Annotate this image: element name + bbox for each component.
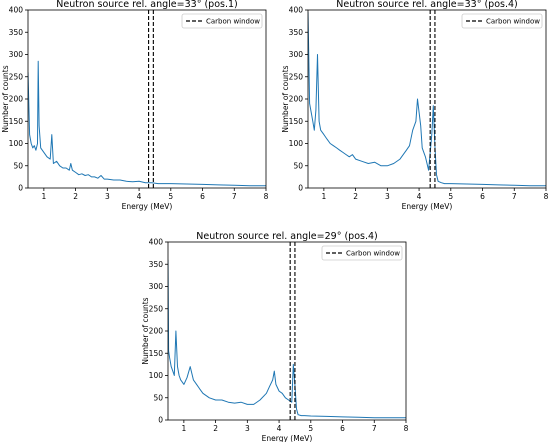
- y-tick-label: 200: [289, 95, 304, 104]
- y-tick-label: 100: [149, 371, 164, 380]
- y-tick-label: 350: [149, 260, 164, 269]
- legend: Carbon window: [461, 13, 543, 29]
- x-tick-label: 1: [321, 192, 326, 201]
- x-tick-label: 1: [41, 192, 46, 201]
- x-tick-label: 6: [480, 192, 485, 201]
- y-tick-label: 0: [158, 416, 163, 425]
- chart-2: Neutron source rel. angle=33° (pos.4) 1 2 3…: [281, 0, 549, 211]
- x-tick-label: 2: [213, 424, 218, 433]
- x-tick-label: 3: [245, 424, 250, 433]
- x-tick-label: 4: [277, 424, 282, 433]
- plot-frame: [307, 9, 547, 189]
- y-tick-label: 150: [289, 117, 304, 126]
- legend-label: Carbon window: [206, 18, 260, 26]
- y-axis-label: Number of counts: [281, 65, 290, 132]
- y-tick-label: 100: [9, 139, 24, 148]
- y-tick-label: 350: [9, 28, 24, 37]
- x-tick-label: 4: [137, 192, 142, 201]
- x-tick-label: 6: [200, 192, 205, 201]
- x-tick-label: 4: [417, 192, 422, 201]
- y-tick-label: 50: [13, 161, 23, 170]
- legend-box: [461, 13, 543, 29]
- x-tick-label: 7: [512, 192, 517, 201]
- x-axis-label: Energy (MeV): [402, 202, 453, 211]
- plot-frame: [27, 9, 267, 189]
- y-tick-label: 350: [289, 28, 304, 37]
- y-tick-label: 250: [289, 72, 304, 81]
- legend: Carbon window: [321, 245, 403, 261]
- chart-1: Neutron source rel. angle=33° (pos.1) 1 2 3…: [1, 0, 269, 211]
- x-tick-label: 3: [105, 192, 110, 201]
- legend-label: Carbon window: [486, 18, 540, 26]
- y-tick-label: 0: [298, 184, 303, 193]
- y-tick-label: 300: [9, 50, 24, 59]
- y-tick-label: 400: [289, 6, 304, 15]
- x-tick-label: 8: [264, 192, 269, 201]
- x-tick-label: 8: [404, 424, 409, 433]
- y-tick-label: 250: [149, 304, 164, 313]
- x-axis-label: Energy (MeV): [122, 202, 173, 211]
- legend-label: Carbon window: [346, 250, 400, 258]
- y-tick-label: 200: [149, 327, 164, 336]
- y-axis-label: Number of counts: [141, 297, 150, 364]
- x-axis-label: Energy (MeV): [262, 434, 313, 442]
- y-tick-label: 200: [9, 95, 24, 104]
- x-tick-label: 8: [544, 192, 549, 201]
- y-tick-label: 400: [9, 6, 24, 15]
- chart-title: Neutron source rel. angle=29° (pos.4): [196, 231, 377, 242]
- y-axis-label: Number of counts: [1, 65, 10, 132]
- y-tick-label: 300: [149, 282, 164, 291]
- series-line: [308, 12, 546, 187]
- legend-box: [181, 13, 263, 29]
- x-tick-label: 5: [168, 192, 173, 201]
- x-tick-label: 2: [353, 192, 358, 201]
- x-tick-label: 1: [181, 424, 186, 433]
- y-tick-label: 0: [18, 184, 23, 193]
- chart-title: Neutron source rel. angle=33° (pos.1): [56, 0, 237, 10]
- y-tick-label: 150: [9, 117, 24, 126]
- series-line: [28, 60, 266, 187]
- chart-title: Neutron source rel. angle=33° (pos.4): [336, 0, 517, 10]
- y-tick-label: 150: [149, 349, 164, 358]
- series-line: [168, 259, 406, 419]
- chart-3: Neutron source rel. angle=29° (pos.4) 1 2 3…: [141, 231, 409, 442]
- legend-box: [321, 245, 403, 261]
- legend: Carbon window: [181, 13, 263, 29]
- x-tick-label: 2: [73, 192, 78, 201]
- x-tick-label: 5: [308, 424, 313, 433]
- y-tick-label: 50: [153, 393, 163, 402]
- x-tick-label: 7: [232, 192, 237, 201]
- x-tick-label: 5: [448, 192, 453, 201]
- x-tick-label: 3: [385, 192, 390, 201]
- y-tick-label: 100: [289, 139, 304, 148]
- y-tick-label: 250: [9, 72, 24, 81]
- y-tick-label: 300: [289, 50, 304, 59]
- x-tick-label: 7: [372, 424, 377, 433]
- x-tick-label: 6: [340, 424, 345, 433]
- y-tick-label: 50: [293, 161, 303, 170]
- y-tick-label: 400: [149, 238, 164, 247]
